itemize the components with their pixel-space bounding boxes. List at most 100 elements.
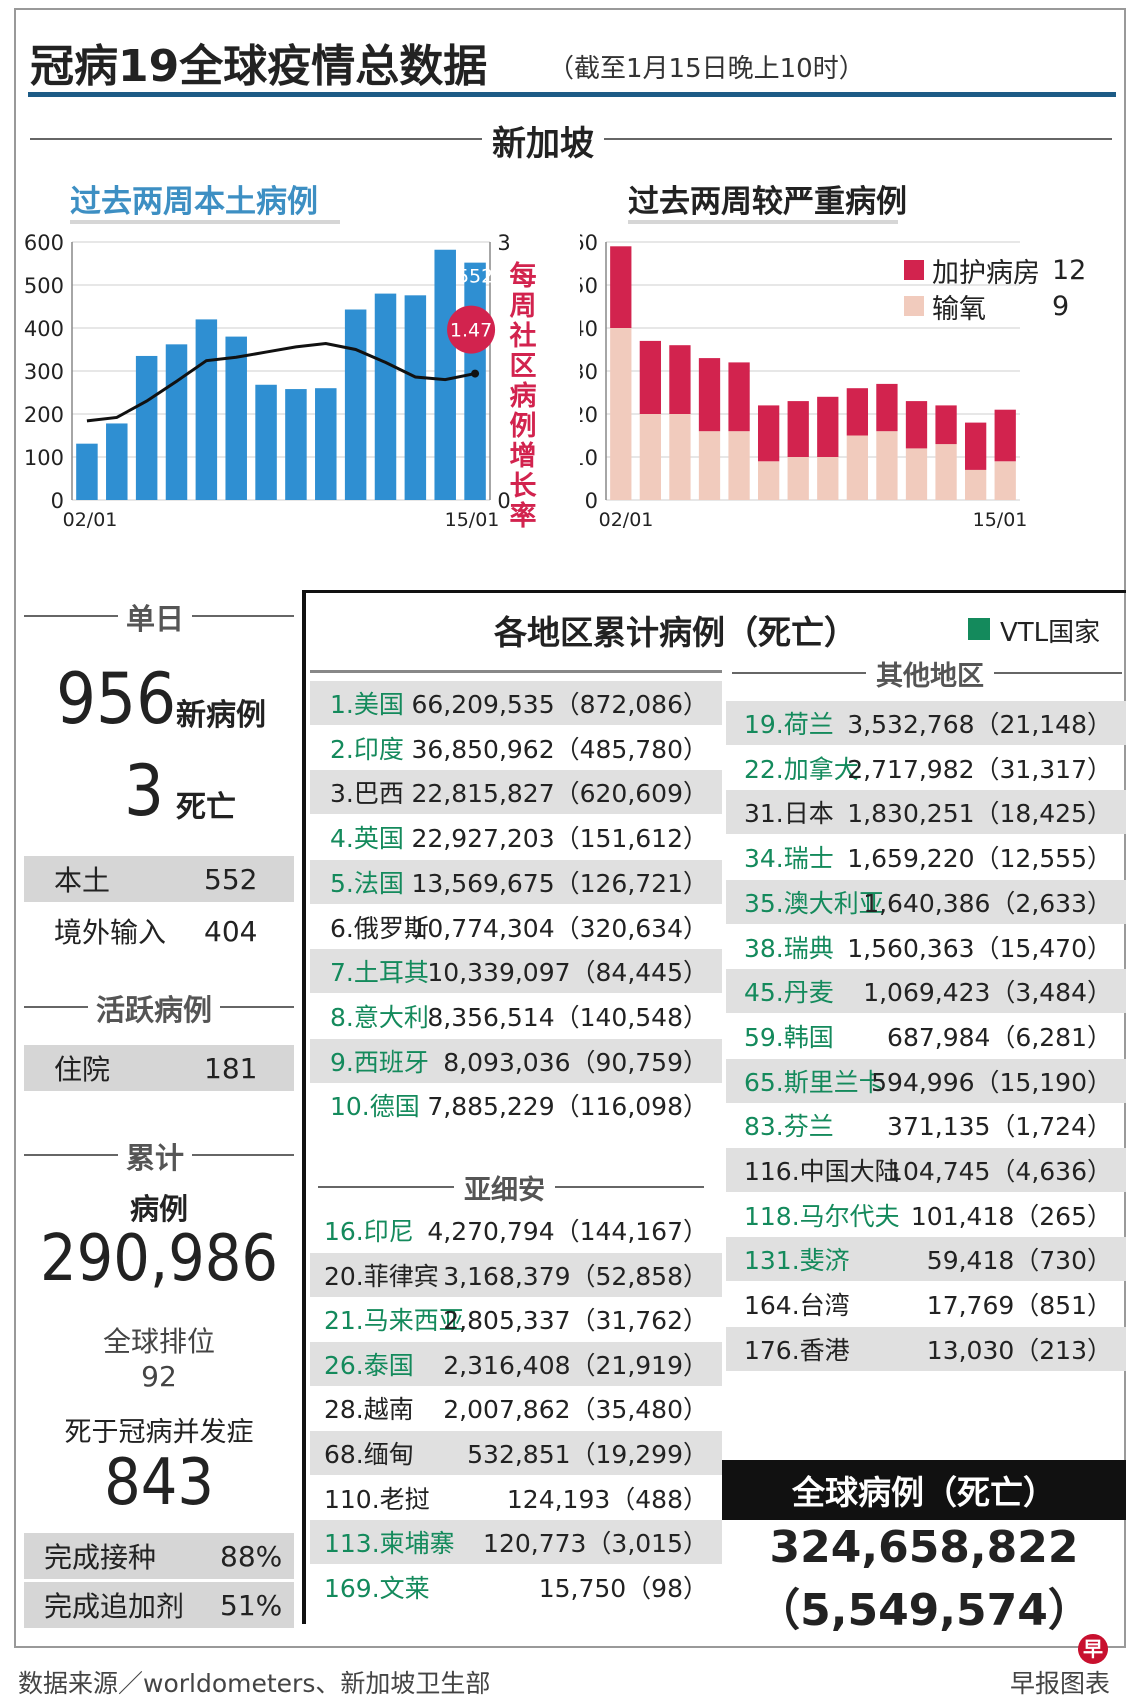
main-title: 冠病19全球疫情总数据 [30,30,487,94]
country-cases-deaths: 101,418（265） [911,1197,1112,1233]
table-row: 19.荷兰 3,532,768（21,148） [726,701,1126,745]
oxygen-bar [758,461,779,500]
country-name: 169.文莱 [324,1569,430,1605]
y-tick-label: 30 [580,360,598,384]
vtl-swatch [968,618,990,640]
table-row: 35.澳大利亚 1,640,386（2,633） [726,880,1126,924]
table-row: 10.德国 7,885,229（116,098） [310,1083,722,1127]
table-row: 169.文莱 15,750（98） [310,1565,722,1609]
x-tick-label: 02/01 [63,509,118,531]
country-cases-deaths: 594,996（15,190） [871,1063,1112,1099]
table-row: 65.斯里兰卡 594,996（15,190） [726,1059,1126,1103]
icu-bar [906,401,927,448]
oxygen-bar [699,431,720,500]
local-cases-chart-title: 过去两周本土病例 [70,176,318,221]
table-row: 45.丹麦 1,069,423（3,484） [726,969,1126,1013]
country-name: 19.荷兰 [744,705,834,741]
country-cases-deaths: 15,750（98） [539,1569,708,1605]
country-cases-deaths: 3,168,379（52,858） [443,1257,708,1293]
country-cases-deaths: 532,851（19,299） [467,1435,708,1471]
y-tick-label: 10 [580,446,598,470]
oxygen-swatch [904,296,924,316]
daily-deaths: 3 [124,750,164,832]
country-name: 38.瑞典 [744,929,834,965]
x-tick-label: 02/01 [599,509,654,531]
country-cases-deaths: 1,830,251（18,425） [847,794,1112,830]
country-name: 59.韩国 [744,1018,834,1054]
x-tick-label: 15/01 [973,509,1028,531]
stat-label: 住院 [54,1048,204,1088]
global-rank: 92 [24,1360,294,1393]
covid-deaths: 843 [24,1446,294,1520]
vaccination-row: 完成接种 88% [24,1533,294,1579]
icu-bar [640,341,661,414]
country-name: 20.菲律宾 [324,1257,439,1293]
country-cases-deaths: 17,769（851） [927,1286,1112,1322]
icu-bar [965,423,986,470]
country-cases-deaths: 66,209,535（872,086） [411,685,708,721]
table-header-rule [310,670,722,673]
table-row: 22.加拿大 2,717,982（31,317） [726,746,1126,790]
table-row: 31.日本 1,830,251（18,425） [726,790,1126,834]
case-bar [345,310,366,500]
table-row: 4.英国 22,927,203（151,612） [310,815,722,859]
country-cases-deaths: 1,659,220（12,555） [847,839,1112,875]
y-tick-label: 0 [585,489,598,513]
case-bar [166,344,187,500]
y-tick-label: 300 [24,360,64,384]
case-bar [196,319,217,500]
y-tick-label: 40 [580,317,598,341]
country-name: 68.缅甸 [324,1435,414,1471]
vtl-legend-label: VTL国家 [1000,612,1100,649]
country-cases-deaths: 2,007,862（35,480） [443,1390,708,1426]
country-cases-deaths: 13,030（213） [927,1331,1112,1367]
country-cases-deaths: 124,193（488） [507,1480,708,1516]
table-row: 38.瑞典 1,560,363（15,470） [726,925,1126,969]
table-row: 3.巴西 22,815,827（620,609） [310,770,722,814]
legend-label: 加护病房 [932,251,1052,290]
country-name: 118.马尔代夫 [744,1197,900,1233]
country-cases-deaths: 7,885,229（116,098） [427,1087,708,1123]
country-name: 2.印度 [330,730,404,766]
table-row: 21.马来西亚 2,805,337（31,762） [310,1297,722,1341]
oxygen-bar [788,457,809,500]
case-bar [315,388,336,500]
country-cases-deaths: 10,774,304（320,634） [411,909,708,945]
country-cases-deaths: 1,069,423（3,484） [863,973,1112,1009]
case-bar [225,337,246,500]
oxygen-bar [669,414,690,500]
country-name: 31.日本 [744,794,834,830]
country-name: 83.芬兰 [744,1107,834,1143]
oxygen-bar [906,448,927,500]
hospitalised-row: 住院 181 [24,1045,294,1091]
country-cases-deaths: 371,135（1,724） [887,1107,1112,1143]
oxygen-bar [610,328,631,500]
case-bar [106,423,127,500]
severe-cases-chart-title: 过去两周较严重病例 [628,176,907,221]
covid-deaths-label: 死于冠病并发症 [24,1410,294,1449]
country-name: 9.西班牙 [330,1043,429,1079]
oxygen-bar [817,457,838,500]
country-name: 5.法国 [330,864,404,900]
country-name: 164.台湾 [744,1286,850,1322]
country-name: 22.加拿大 [744,750,859,786]
country-cases-deaths: 4,270,794（144,167） [427,1212,708,1248]
icu-bar [699,358,720,431]
y-tick-label: 20 [580,403,598,427]
table-row: 2.印度 36,850,962（485,780） [310,726,722,770]
country-name: 7.土耳其 [330,953,429,989]
table-row: 110.老挝 124,193（488） [310,1476,722,1520]
stat-label: 完成接种 [44,1536,220,1576]
global-rank-label: 全球排位 [24,1320,294,1360]
icu-bar [728,362,749,431]
country-cases-deaths: 59,418（730） [927,1241,1112,1277]
table-row: 68.缅甸 532,851（19,299） [310,1431,722,1475]
daily-deaths-label: 死亡 [176,782,236,826]
stat-value: 51% [220,1589,282,1622]
zaobao-logo: 早 [1078,1634,1108,1664]
icu-swatch [904,260,924,280]
table-row: 7.土耳其 10,339,097（84,445） [310,949,722,993]
singapore-heading: 新加坡 [482,116,604,165]
icu-bar [935,405,956,444]
icu-bar [847,388,868,435]
